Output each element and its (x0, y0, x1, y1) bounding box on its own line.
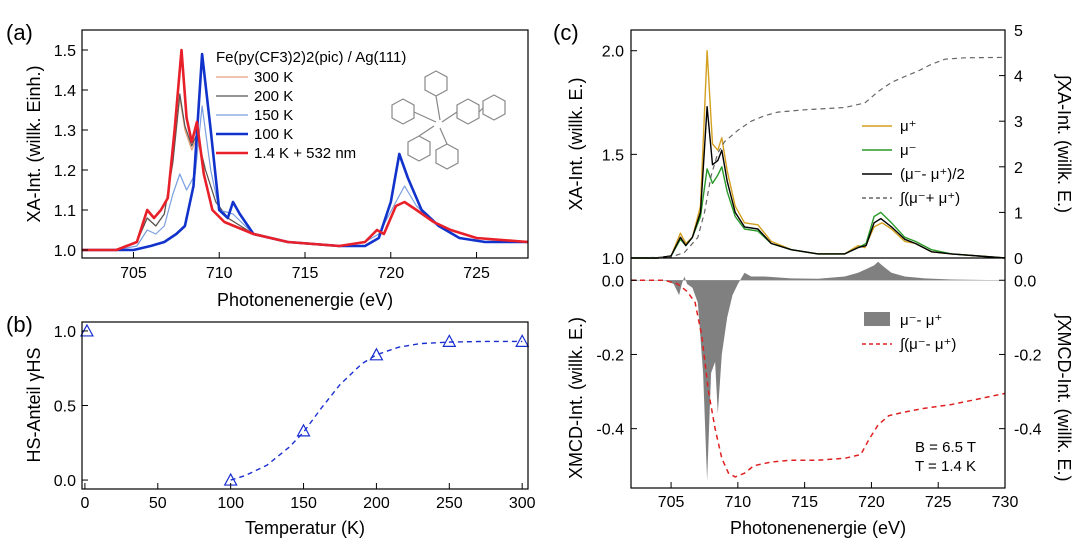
panel-label-c: (c) (553, 20, 579, 45)
panel-b-xtick-label: 200 (363, 495, 390, 512)
molecule-structure-icon (391, 70, 506, 170)
panel-c-top-ytick-label: 1.5 (602, 147, 624, 164)
panel-c-top-legend-label: μ⁻ (900, 142, 917, 159)
panel-b-ticks: 0 50 100 150 200 250 300 0.0 0.5 1.0 (54, 324, 536, 512)
panel-b-ytick-label: 0.5 (54, 399, 76, 416)
panel-c-top-y2tick-label: 0 (1014, 251, 1023, 268)
panel-c-xtick-label: 730 (992, 494, 1019, 511)
panel-c-top-series-3 (630, 56, 1006, 259)
panel-c: 705 710 715 720 725 730 1.0 1.5 2.0 0 1 2 3 4 5 0.0 -0.2… (566, 23, 1074, 538)
panel-c-xtick-label: 705 (658, 494, 685, 511)
panel-a-ytick-label: 1.0 (54, 243, 76, 260)
panel-c-xtick-label: 715 (791, 494, 818, 511)
panel-a-xlabel: Photonenenergie (eV) (217, 290, 393, 310)
panel-a-series (82, 48, 529, 252)
panel-c-bottom-ytick-label: -0.2 (596, 347, 624, 364)
panel-c-xtick-label: 710 (725, 494, 752, 511)
panel-a-ytick-label: 1.5 (54, 43, 76, 60)
panel-a: 705 710 715 720 725 1.0 1.1 1.2 1.3 1.4 1.5 Photon… (24, 29, 529, 310)
panel-c-bottom-ytick-label: 0.0 (602, 273, 624, 290)
panel-c-top-ytick-label: 2.0 (602, 44, 624, 61)
panel-a-ylabel: XA-Int. (willk. Einh.) (24, 65, 44, 222)
panel-a-ticks: 705 710 715 720 725 1.0 1.1 1.2 1.3 1.4 1.5 (54, 43, 490, 282)
panel-c-bottom-ylabel: XMCD-Int. (willk. E.) (566, 317, 586, 479)
panel-c-top-series-2 (631, 106, 1006, 259)
panel-a-xtick-label: 715 (292, 265, 319, 282)
panel-b-ytick-label: 1.0 (54, 324, 76, 341)
panel-a-legend: 300 K 200 K 150 K 100 K 1.4 K + 532 nm (216, 69, 356, 162)
panel-c-series (630, 50, 1006, 481)
panel-b-series (79, 323, 530, 486)
annotation-field: B = 6.5 T (915, 439, 976, 456)
panel-a-legend-label: 300 K (254, 69, 293, 86)
panel-c-bottom-y2label: ∫XMCD-Int. (willk. E.) (1054, 313, 1074, 482)
panel-c-top-y2label: ∫XA-Int. (willk. E.) (1054, 73, 1074, 213)
panel-b-point (296, 423, 311, 437)
panel-c-top-y2tick-label: 1 (1014, 205, 1023, 222)
panel-c-top-y2tick-label: 5 (1014, 23, 1023, 40)
panel-a-series-3 (82, 52, 528, 252)
panel-b-xlabel: Temperatur (K) (245, 518, 365, 538)
panel-c-frame (630, 29, 1006, 489)
panel-c-xlabel: Photonenenergie (eV) (730, 518, 906, 538)
panel-c-top-legend-label: (μ⁻- μ⁺)/2 (900, 166, 965, 183)
panel-c-top-y2tick-label: 3 (1014, 114, 1023, 131)
annotation-temperature: T = 1.4 K (915, 458, 976, 475)
panel-c-bottom-ytick-label: -0.4 (596, 422, 624, 439)
panel-a-series-1 (82, 93, 529, 251)
panel-c-bottom-legend-swatch-fill (864, 312, 890, 326)
panel-a-legend-label: 1.4 K + 532 nm (254, 145, 356, 162)
panel-c-bottom-y2tick-label: 0.0 (1014, 273, 1036, 290)
panel-c-top-series-0 (631, 50, 1006, 259)
panel-a-xtick-label: 705 (120, 265, 147, 282)
panel-c-top-ytick-label: 1.0 (602, 251, 624, 268)
panel-b-fit-line (230, 340, 523, 481)
panel-c-xtick-label: 725 (925, 494, 952, 511)
panel-a-ytick-label: 1.2 (54, 163, 76, 180)
panel-c-bottom-legend-label: μ⁻- μ⁺ (900, 312, 942, 329)
panel-a-legend-label: 200 K (254, 88, 293, 105)
panel-b-xtick-label: 100 (217, 495, 244, 512)
panel-c-bottom-y2tick-label: -0.4 (1014, 422, 1042, 439)
panel-a-series-4 (82, 48, 529, 252)
panel-b-point (369, 347, 384, 361)
panel-a-ytick-label: 1.1 (54, 203, 76, 220)
panel-b: 0 50 100 150 200 250 300 0.0 0.5 1.0 Temperatur (… (24, 321, 536, 538)
panel-b-point (442, 334, 457, 347)
panel-a-xtick-label: 720 (377, 265, 404, 282)
panel-c-xtick-label: 720 (858, 494, 885, 511)
panel-c-top-y2tick-label: 2 (1014, 160, 1023, 177)
panel-b-ylabel: HS-Anteil γHS (24, 347, 44, 462)
panel-a-series-2 (82, 105, 529, 251)
panel-a-title: Fe(py(CF3)2)2(pic) / Ag(111) (216, 49, 406, 66)
panel-a-xtick-label: 710 (206, 265, 233, 282)
panel-c-top-legend-label: ∫(μ⁻+ μ⁺) (899, 190, 960, 207)
panel-b-xtick-label: 300 (509, 495, 536, 512)
panel-b-point (515, 334, 530, 347)
panel-c-top-ylabel: XA-Int. (willk. E.) (566, 77, 586, 210)
panel-a-legend-label: 100 K (254, 126, 293, 143)
panel-c-xmcd-fill (631, 261, 1005, 481)
panel-c-bottom-legend-label: ∫(μ⁻- μ⁺) (899, 336, 956, 353)
panel-b-xtick-label: 150 (290, 495, 317, 512)
panel-c-top-legend-label: μ⁺ (900, 118, 917, 135)
panel-a-ytick-label: 1.3 (54, 123, 76, 140)
panel-a-xtick-label: 725 (463, 265, 490, 282)
panel-b-frame (81, 321, 529, 490)
panel-b-xtick-label: 250 (436, 495, 463, 512)
panel-b-ytick-label: 0.0 (54, 473, 76, 490)
panel-label-a: (a) (6, 20, 33, 45)
panel-c-legend: μ⁺ μ⁻ (μ⁻- μ⁺)/2 ∫(μ⁻+ μ⁺) μ⁻- μ⁺ ∫(μ⁻- μ⁺) (862, 118, 965, 353)
panel-c-bottom-y2tick-label: -0.2 (1014, 347, 1042, 364)
panel-b-xtick-label: 50 (149, 495, 167, 512)
panel-label-b: (b) (6, 312, 33, 337)
panel-b-xtick-label: 0 (80, 495, 89, 512)
panel-a-ytick-label: 1.4 (54, 83, 76, 100)
panel-a-legend-label: 150 K (254, 107, 293, 124)
panel-c-top-y2tick-label: 4 (1014, 69, 1023, 86)
panel-c-ticks: 705 710 715 720 725 730 1.0 1.5 2.0 0 1 2 3 4 5 0.0 -0.2… (596, 23, 1041, 511)
